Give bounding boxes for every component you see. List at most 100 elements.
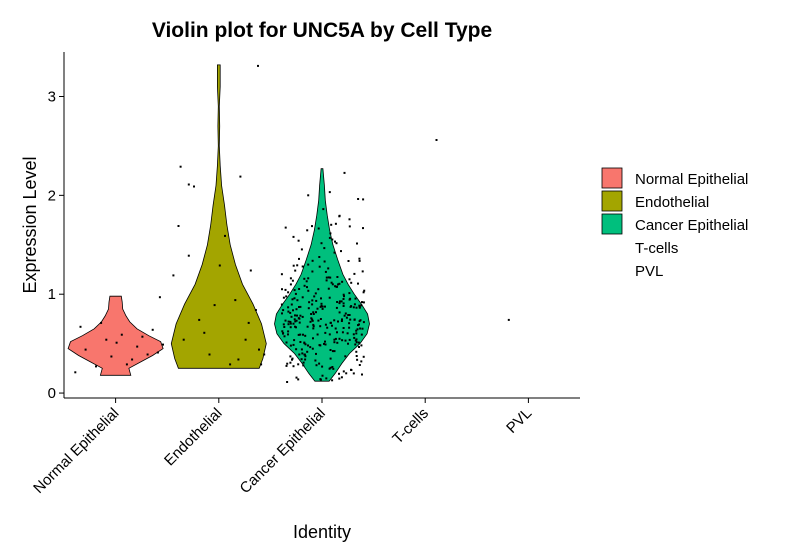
data-point bbox=[342, 293, 345, 296]
data-point bbox=[307, 344, 309, 347]
data-point bbox=[312, 327, 315, 330]
data-point bbox=[298, 353, 301, 356]
data-point bbox=[337, 320, 339, 323]
data-point bbox=[347, 342, 349, 345]
data-point bbox=[260, 363, 263, 366]
data-point bbox=[348, 278, 351, 281]
data-point bbox=[294, 269, 297, 272]
data-point bbox=[187, 183, 190, 186]
data-point bbox=[179, 165, 182, 168]
data-point bbox=[295, 326, 297, 329]
data-point bbox=[301, 352, 304, 355]
data-point bbox=[208, 353, 211, 356]
data-point bbox=[323, 247, 326, 250]
x-tick-label: PVL bbox=[503, 405, 535, 437]
legend: Normal Epithelial Endothelial Cancer Epith… bbox=[601, 167, 748, 280]
data-point bbox=[313, 295, 316, 298]
data-point bbox=[284, 226, 287, 229]
data-point bbox=[312, 313, 315, 315]
data-point bbox=[346, 332, 349, 335]
data-point bbox=[338, 372, 340, 375]
data-point bbox=[301, 265, 304, 268]
data-point bbox=[291, 279, 294, 282]
data-point bbox=[311, 259, 314, 262]
data-point bbox=[295, 308, 298, 311]
data-point bbox=[285, 341, 288, 344]
chart-title: Violin plot for UNC5A by Cell Type bbox=[152, 19, 492, 42]
data-point bbox=[282, 323, 285, 326]
data-point bbox=[177, 225, 180, 227]
data-point bbox=[247, 321, 250, 324]
data-point bbox=[340, 300, 343, 303]
data-point bbox=[349, 297, 352, 300]
data-point bbox=[354, 343, 357, 346]
data-point bbox=[292, 309, 294, 312]
data-point bbox=[335, 306, 338, 309]
data-point bbox=[302, 361, 305, 364]
data-point bbox=[295, 348, 298, 351]
data-point bbox=[306, 350, 309, 353]
x-tick-label: Normal Epithelial bbox=[30, 405, 122, 497]
data-point bbox=[318, 265, 321, 268]
data-point bbox=[341, 331, 344, 334]
data-point bbox=[146, 353, 149, 356]
data-point bbox=[304, 355, 307, 358]
data-point bbox=[307, 307, 310, 310]
data-point bbox=[345, 372, 348, 375]
points-group bbox=[507, 318, 510, 321]
data-point bbox=[257, 64, 259, 67]
data-point bbox=[311, 225, 313, 228]
data-point bbox=[348, 314, 351, 316]
data-point bbox=[296, 314, 298, 317]
data-point bbox=[328, 296, 331, 299]
data-point bbox=[297, 333, 300, 336]
data-point bbox=[312, 311, 315, 314]
data-point bbox=[289, 355, 292, 358]
data-point bbox=[325, 377, 328, 380]
data-point bbox=[289, 311, 292, 314]
data-point bbox=[340, 250, 342, 253]
data-point bbox=[289, 344, 292, 347]
data-point bbox=[300, 358, 303, 361]
data-point bbox=[329, 366, 332, 369]
data-point bbox=[329, 357, 332, 360]
data-point bbox=[324, 340, 326, 343]
data-point bbox=[342, 305, 345, 307]
data-point bbox=[343, 171, 346, 174]
data-point bbox=[213, 304, 216, 307]
data-point bbox=[362, 291, 365, 294]
data-point bbox=[237, 358, 240, 361]
data-point bbox=[300, 348, 303, 351]
data-point bbox=[289, 277, 292, 280]
data-point bbox=[312, 325, 315, 328]
data-point bbox=[311, 319, 314, 322]
data-point bbox=[315, 352, 317, 355]
data-point bbox=[333, 319, 336, 322]
data-point bbox=[355, 341, 358, 344]
data-point bbox=[309, 320, 312, 323]
data-point bbox=[358, 304, 361, 307]
data-point bbox=[362, 321, 365, 324]
data-point bbox=[324, 270, 327, 273]
y-tick-label: 0 bbox=[48, 385, 56, 402]
legend-label: Endothelial bbox=[635, 194, 709, 211]
data-point bbox=[347, 314, 350, 316]
data-point bbox=[291, 357, 294, 360]
data-point bbox=[318, 362, 321, 365]
data-point bbox=[344, 355, 347, 358]
data-point bbox=[435, 139, 438, 141]
x-axis-label: Identity bbox=[293, 522, 351, 542]
data-point bbox=[336, 301, 339, 303]
data-point bbox=[307, 289, 310, 292]
violin-normal-epithelial bbox=[67, 295, 164, 376]
data-point bbox=[307, 263, 310, 266]
data-point bbox=[324, 305, 326, 308]
data-point bbox=[308, 301, 311, 304]
data-point bbox=[299, 341, 302, 343]
data-point bbox=[298, 306, 300, 308]
data-point bbox=[295, 319, 298, 322]
data-point bbox=[326, 326, 329, 329]
data-point bbox=[172, 274, 175, 277]
data-point bbox=[297, 378, 300, 381]
data-point bbox=[314, 359, 317, 362]
